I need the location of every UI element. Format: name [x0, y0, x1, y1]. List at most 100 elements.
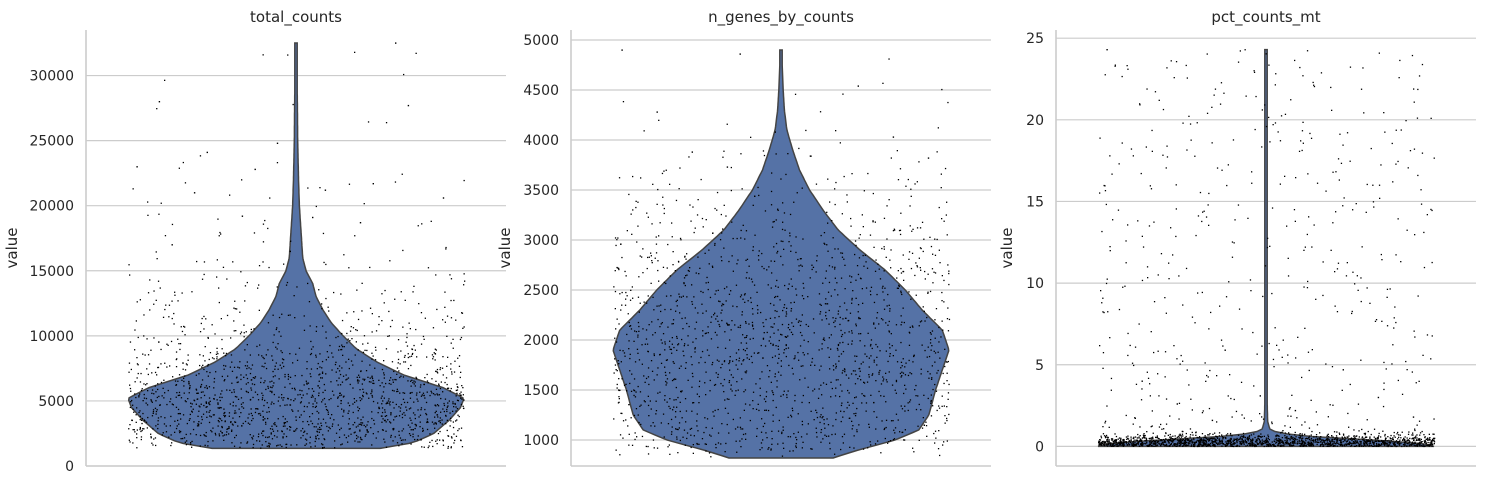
- data-point: [715, 332, 716, 333]
- data-point: [617, 370, 618, 371]
- data-point: [254, 384, 255, 385]
- data-point: [456, 393, 457, 394]
- data-point: [343, 254, 344, 255]
- data-point: [152, 428, 153, 429]
- data-point: [618, 389, 619, 390]
- data-point: [753, 338, 754, 339]
- data-point: [1332, 172, 1333, 173]
- data-point: [1324, 442, 1325, 443]
- data-point: [263, 430, 264, 431]
- data-point: [405, 300, 406, 301]
- data-point: [179, 392, 180, 393]
- data-point: [341, 345, 342, 346]
- data-point: [676, 336, 677, 337]
- data-point: [1421, 204, 1422, 205]
- data-point: [721, 320, 722, 321]
- data-point: [887, 361, 888, 362]
- data-point: [1103, 352, 1104, 353]
- data-point: [1119, 437, 1120, 438]
- data-point: [889, 308, 890, 309]
- data-point: [205, 445, 206, 446]
- data-point: [359, 408, 360, 409]
- data-point: [880, 452, 881, 453]
- data-point: [421, 312, 422, 313]
- data-point: [1151, 331, 1152, 332]
- data-point: [934, 384, 935, 385]
- data-point: [325, 373, 326, 374]
- data-point: [746, 348, 747, 349]
- data-point: [667, 267, 668, 268]
- data-point: [342, 320, 343, 321]
- data-point: [690, 429, 691, 430]
- data-point: [211, 431, 212, 432]
- data-point: [201, 423, 202, 424]
- data-point: [206, 411, 207, 412]
- data-point: [318, 385, 319, 386]
- data-point: [287, 428, 288, 429]
- data-point: [223, 440, 224, 441]
- data-point: [621, 378, 622, 379]
- data-point: [268, 407, 269, 408]
- data-point: [678, 343, 679, 344]
- data-point: [786, 344, 787, 345]
- data-point: [312, 413, 313, 414]
- data-point: [775, 286, 776, 287]
- data-point: [189, 392, 190, 393]
- data-point: [887, 381, 888, 382]
- data-point: [905, 389, 906, 390]
- data-point: [694, 351, 695, 352]
- data-point: [774, 317, 775, 318]
- data-point: [679, 422, 680, 423]
- data-point: [1252, 444, 1253, 445]
- data-point: [684, 256, 685, 257]
- data-point: [790, 436, 791, 437]
- data-point: [398, 431, 399, 432]
- data-point: [409, 427, 410, 428]
- data-point: [373, 380, 374, 381]
- data-point: [744, 238, 745, 239]
- data-point: [655, 258, 656, 259]
- data-point: [789, 233, 790, 234]
- data-point: [1155, 444, 1156, 445]
- data-point: [1192, 409, 1193, 410]
- data-point: [371, 418, 372, 419]
- data-point: [851, 330, 852, 331]
- data-point: [1290, 99, 1291, 100]
- data-point: [835, 182, 836, 183]
- data-point: [686, 410, 687, 411]
- data-point: [762, 357, 763, 358]
- data-point: [260, 382, 261, 383]
- data-point: [791, 332, 792, 333]
- data-point: [1164, 435, 1165, 436]
- data-point: [200, 435, 201, 436]
- data-point: [863, 255, 864, 256]
- data-point: [1123, 442, 1124, 443]
- data-point: [329, 399, 330, 400]
- data-point: [1191, 140, 1192, 141]
- data-point: [203, 316, 204, 317]
- data-point: [162, 434, 163, 435]
- data-point: [1264, 446, 1265, 447]
- data-point: [680, 238, 681, 239]
- data-point: [262, 399, 263, 400]
- data-point: [702, 292, 703, 293]
- data-point: [1400, 435, 1401, 436]
- data-point: [740, 237, 741, 238]
- data-point: [141, 436, 142, 437]
- data-point: [1150, 395, 1151, 396]
- data-point: [459, 393, 460, 394]
- data-point: [622, 350, 623, 351]
- data-point: [796, 447, 797, 448]
- data-point: [252, 397, 253, 398]
- data-point: [771, 444, 772, 445]
- data-point: [1124, 286, 1125, 287]
- data-point: [860, 371, 861, 372]
- data-point: [390, 414, 391, 415]
- data-point: [1146, 431, 1147, 432]
- data-point: [269, 381, 270, 382]
- data-point: [1172, 441, 1173, 442]
- data-point: [322, 377, 323, 378]
- data-point: [346, 333, 347, 334]
- data-point: [926, 317, 927, 318]
- data-point: [389, 335, 390, 336]
